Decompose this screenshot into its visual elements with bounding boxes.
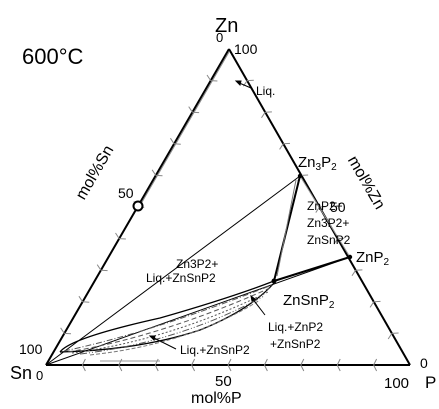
pointer-liq-head <box>234 80 242 86</box>
liquidus-curve-upper <box>59 280 275 353</box>
region-pointers <box>148 80 266 350</box>
bottom-axis-tick-0: 0 <box>36 368 43 383</box>
znsnp2-point <box>271 278 277 284</box>
bottom-axis-title: mol%P <box>191 390 242 407</box>
left-axis-tick-100: 100 <box>19 341 43 357</box>
region-liq-znp2-znsnp2-line2: +ZnSnP2 <box>270 337 321 351</box>
temperature-label: 600°C <box>22 44 84 69</box>
pointer-liq-znp2-znsnp2 <box>251 297 266 316</box>
tick-inner-right-6 <box>333 238 339 245</box>
tick-left-9 <box>206 74 212 81</box>
tick-bottom-7 <box>300 364 305 372</box>
dash-curve-2 <box>67 287 271 353</box>
pointer-liq-znp2-znsnp2-head <box>250 294 256 302</box>
right-axis-tick-50: 50 <box>330 199 346 215</box>
tick-left-2 <box>78 295 84 303</box>
tie-line-sn-zn3p2 <box>45 175 301 366</box>
vertex-label-zn: Zn <box>215 15 238 37</box>
left-axis-tick-0: 0 <box>216 30 223 45</box>
tie-line-znsnp2-znp2 <box>273 256 351 282</box>
tick-bottom-9 <box>373 364 378 372</box>
tick-inner-bottom-3 <box>154 358 159 366</box>
vertex-label-sn: Sn <box>10 363 32 383</box>
bottom-axis-tick-50: 50 <box>215 373 232 390</box>
tick-inner-right-7 <box>351 269 357 277</box>
znp2-point <box>347 254 353 260</box>
sn50-point <box>132 200 144 212</box>
liquidus-line <box>137 51 230 210</box>
left-axis-title: mol%Sn <box>73 143 118 203</box>
tick-bottom-6 <box>263 364 268 372</box>
tick-inner-right-9 <box>387 333 393 340</box>
tick-inner-bottom-7 <box>300 358 305 366</box>
region-label-liq: Liq. <box>256 84 275 98</box>
tick-inner-bottom-6 <box>263 358 268 366</box>
tick-bottom-2 <box>118 364 123 372</box>
region-znp2-zn3p2-znsnp2-line2: Zn3P2+ <box>307 216 349 230</box>
tick-bottom-8 <box>336 364 341 372</box>
tick-left-8 <box>188 106 193 113</box>
dash-curve-3 <box>71 291 269 354</box>
vertex-label-p: P <box>425 373 436 392</box>
tick-inner-bottom-8 <box>336 358 341 366</box>
region-znp2-zn3p2-znsnp2-line1: ZnP2+ <box>307 199 343 213</box>
tick-left-1 <box>60 327 65 334</box>
tick-inner-right-2 <box>261 111 266 119</box>
pointer-liq-znsnp2 <box>151 336 177 350</box>
region-label-liq-znp2-znsnp2: Liq.+ZnP2 +ZnSnP2 <box>268 320 323 351</box>
tie-lines <box>45 51 351 366</box>
tie-line-sn-znp2 <box>45 256 351 366</box>
bottom-axis-tick-100: 100 <box>384 375 409 392</box>
phase-label-znp2: ZnP2 <box>356 249 390 268</box>
tick-left-4 <box>115 232 120 239</box>
phase-points <box>132 173 353 284</box>
region-znp2-zn3p2-znsnp2-line3: ZnSnP2 <box>307 233 351 247</box>
tick-bottom-1 <box>81 364 86 372</box>
tie-line-zn3p2-znp2 <box>299 175 351 258</box>
phase-label-znsnp2: ZnSnP2 <box>283 292 335 311</box>
right-axis-title: mol%Zn <box>344 153 388 212</box>
tick-bottom-5 <box>227 364 232 372</box>
tick-left-7 <box>169 137 175 145</box>
left-axis-tick-50: 50 <box>118 185 134 201</box>
tick-inner-bottom-9 <box>373 358 378 366</box>
tick-inner-bottom-2 <box>118 358 123 366</box>
zn3p2-point <box>297 173 303 179</box>
phase-label-zn3p2: Zn3P2 <box>298 154 337 173</box>
tick-inner-right-5 <box>315 206 320 213</box>
region-label-liq-znsnp2: Liq.+ZnSnP2 <box>180 343 250 357</box>
tick-inner-bottom-4 <box>191 358 196 366</box>
tick-bottom-4 <box>191 364 196 372</box>
tie-line-zn3p2-znsnp2-gray <box>276 179 297 277</box>
region-zn3p2-liq-znsnp2-line1: Zn3P2+ <box>176 257 218 271</box>
liquidus-curve-lower <box>59 282 275 353</box>
svg-text:Liq.+ZnSnP2: Liq.+ZnSnP2 <box>146 271 216 285</box>
region-label-znp2-zn3p2-znsnp2: ZnP2+ Zn3P2+ ZnSnP2 <box>307 199 351 247</box>
pointer-liq-znsnp2-head <box>148 335 156 341</box>
dash-curve-4 <box>79 295 265 355</box>
liquid-region-curves <box>59 280 275 362</box>
tick-left-6 <box>151 169 157 176</box>
svg-text:Zn3P2+: Zn3P2+ <box>176 257 218 271</box>
tie-line-zn3p2-znsnp2 <box>273 175 301 282</box>
tick-left-3 <box>96 264 102 271</box>
tick-inner-bottom-5 <box>227 358 232 366</box>
tick-inner-bottom-1 <box>81 358 86 366</box>
region-zn3p2-liq-znsnp2-line2: Liq.+ZnSnP2 <box>146 271 216 285</box>
region-liq-znp2-znsnp2-line1: Liq.+ZnP2 <box>268 320 323 334</box>
right-axis-tick-100: 100 <box>234 41 258 57</box>
tick-bottom-3 <box>154 364 159 372</box>
region-label-zn3p2-liq-znsnp2: Zn3P2+ Liq.+ZnSnP2 <box>146 257 218 285</box>
dash-curve-1 <box>63 284 273 352</box>
tick-inner-right-8 <box>369 301 375 308</box>
right-axis-tick-0: 0 <box>420 355 428 371</box>
tick-inner-right-3 <box>279 143 284 150</box>
